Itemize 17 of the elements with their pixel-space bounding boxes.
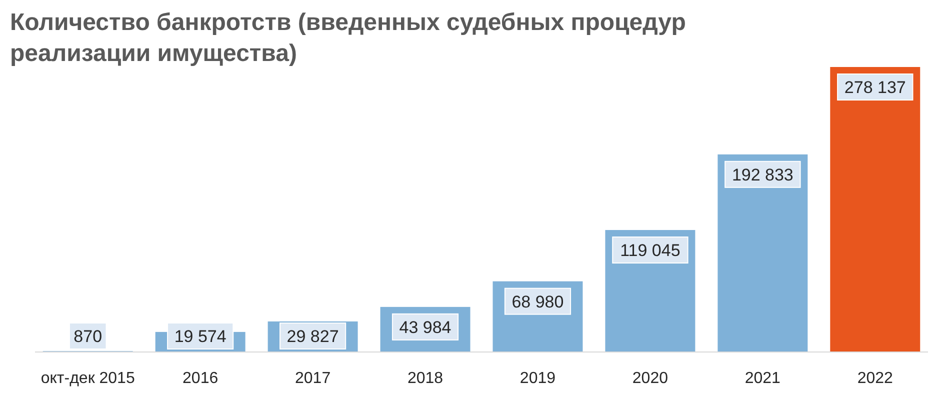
x-tick-label: окт-дек 2015 bbox=[40, 370, 135, 387]
x-tick-label: 2022 bbox=[857, 370, 894, 387]
data-label: 192 833 bbox=[732, 166, 794, 185]
data-label: 278 137 bbox=[844, 78, 906, 98]
x-tick-label: 2019 bbox=[520, 370, 556, 387]
data-label: 43 984 bbox=[399, 318, 452, 338]
data-label: 68 980 bbox=[512, 292, 564, 312]
data-label: 870 bbox=[74, 327, 102, 346]
x-tick-label: 2020 bbox=[632, 370, 668, 387]
x-tick-label: 2017 bbox=[295, 370, 331, 387]
data-label: 19 574 bbox=[174, 327, 226, 346]
data-label: 29 827 bbox=[286, 327, 339, 346]
data-label: 119 045 bbox=[620, 241, 680, 260]
x-tick-label: 2021 bbox=[744, 370, 781, 387]
x-tick-label: 2018 bbox=[407, 370, 444, 387]
x-tick-label: 2016 bbox=[182, 370, 218, 387]
chart-title: Количество банкротств (введенных судебных процедур реализации имущества) bbox=[10, 9, 686, 67]
